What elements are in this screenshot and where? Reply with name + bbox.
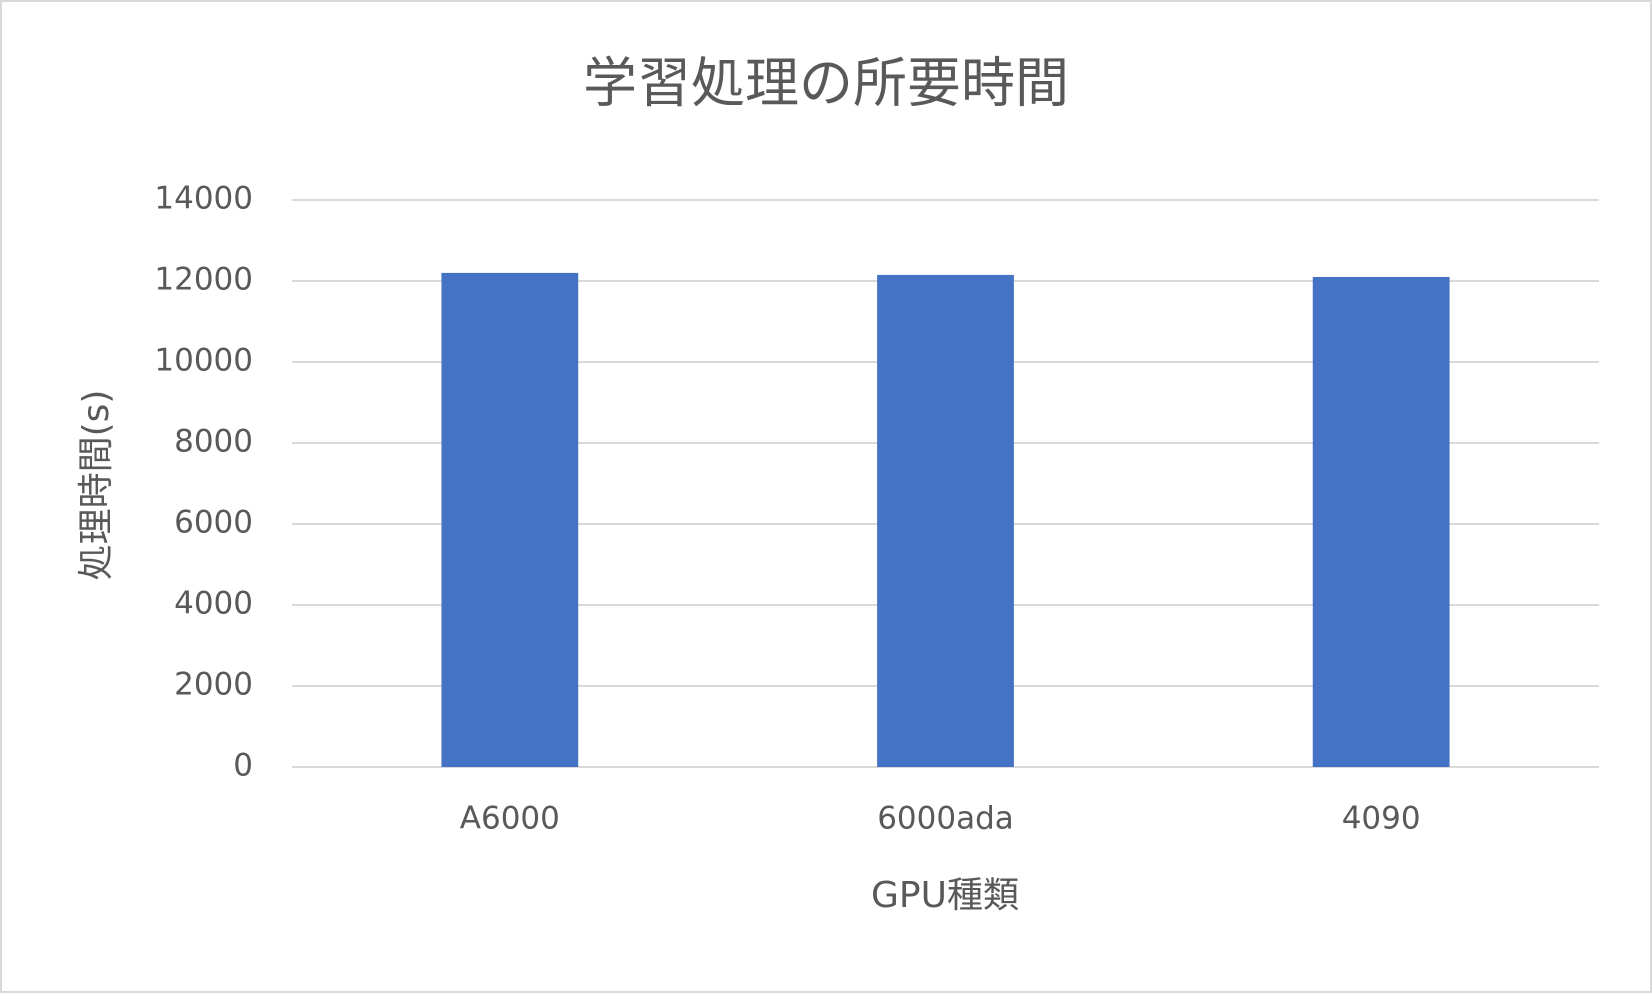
bar (441, 272, 579, 767)
bar (877, 274, 1014, 767)
y-tick-label: 12000 (154, 262, 253, 298)
y-tick-label: 4000 (174, 586, 253, 622)
y-tick-label: 14000 (154, 181, 253, 217)
y-tick-label: 0 (233, 748, 253, 784)
x-tick-label: 4090 (1342, 801, 1421, 837)
bar (1312, 276, 1450, 767)
x-tick-label: A6000 (460, 801, 560, 837)
y-tick-label: 8000 (174, 424, 253, 460)
x-axis-title: GPU種類 (871, 875, 1019, 916)
y-tick-label: 6000 (174, 505, 253, 541)
x-tick-label: 6000ada (877, 801, 1014, 837)
y-tick-label: 10000 (154, 343, 253, 379)
chart-title: 学習処理の所要時間 (583, 52, 1069, 115)
y-tick-label: 2000 (174, 667, 253, 703)
y-axis-title: 処理時間(s) (76, 390, 117, 581)
